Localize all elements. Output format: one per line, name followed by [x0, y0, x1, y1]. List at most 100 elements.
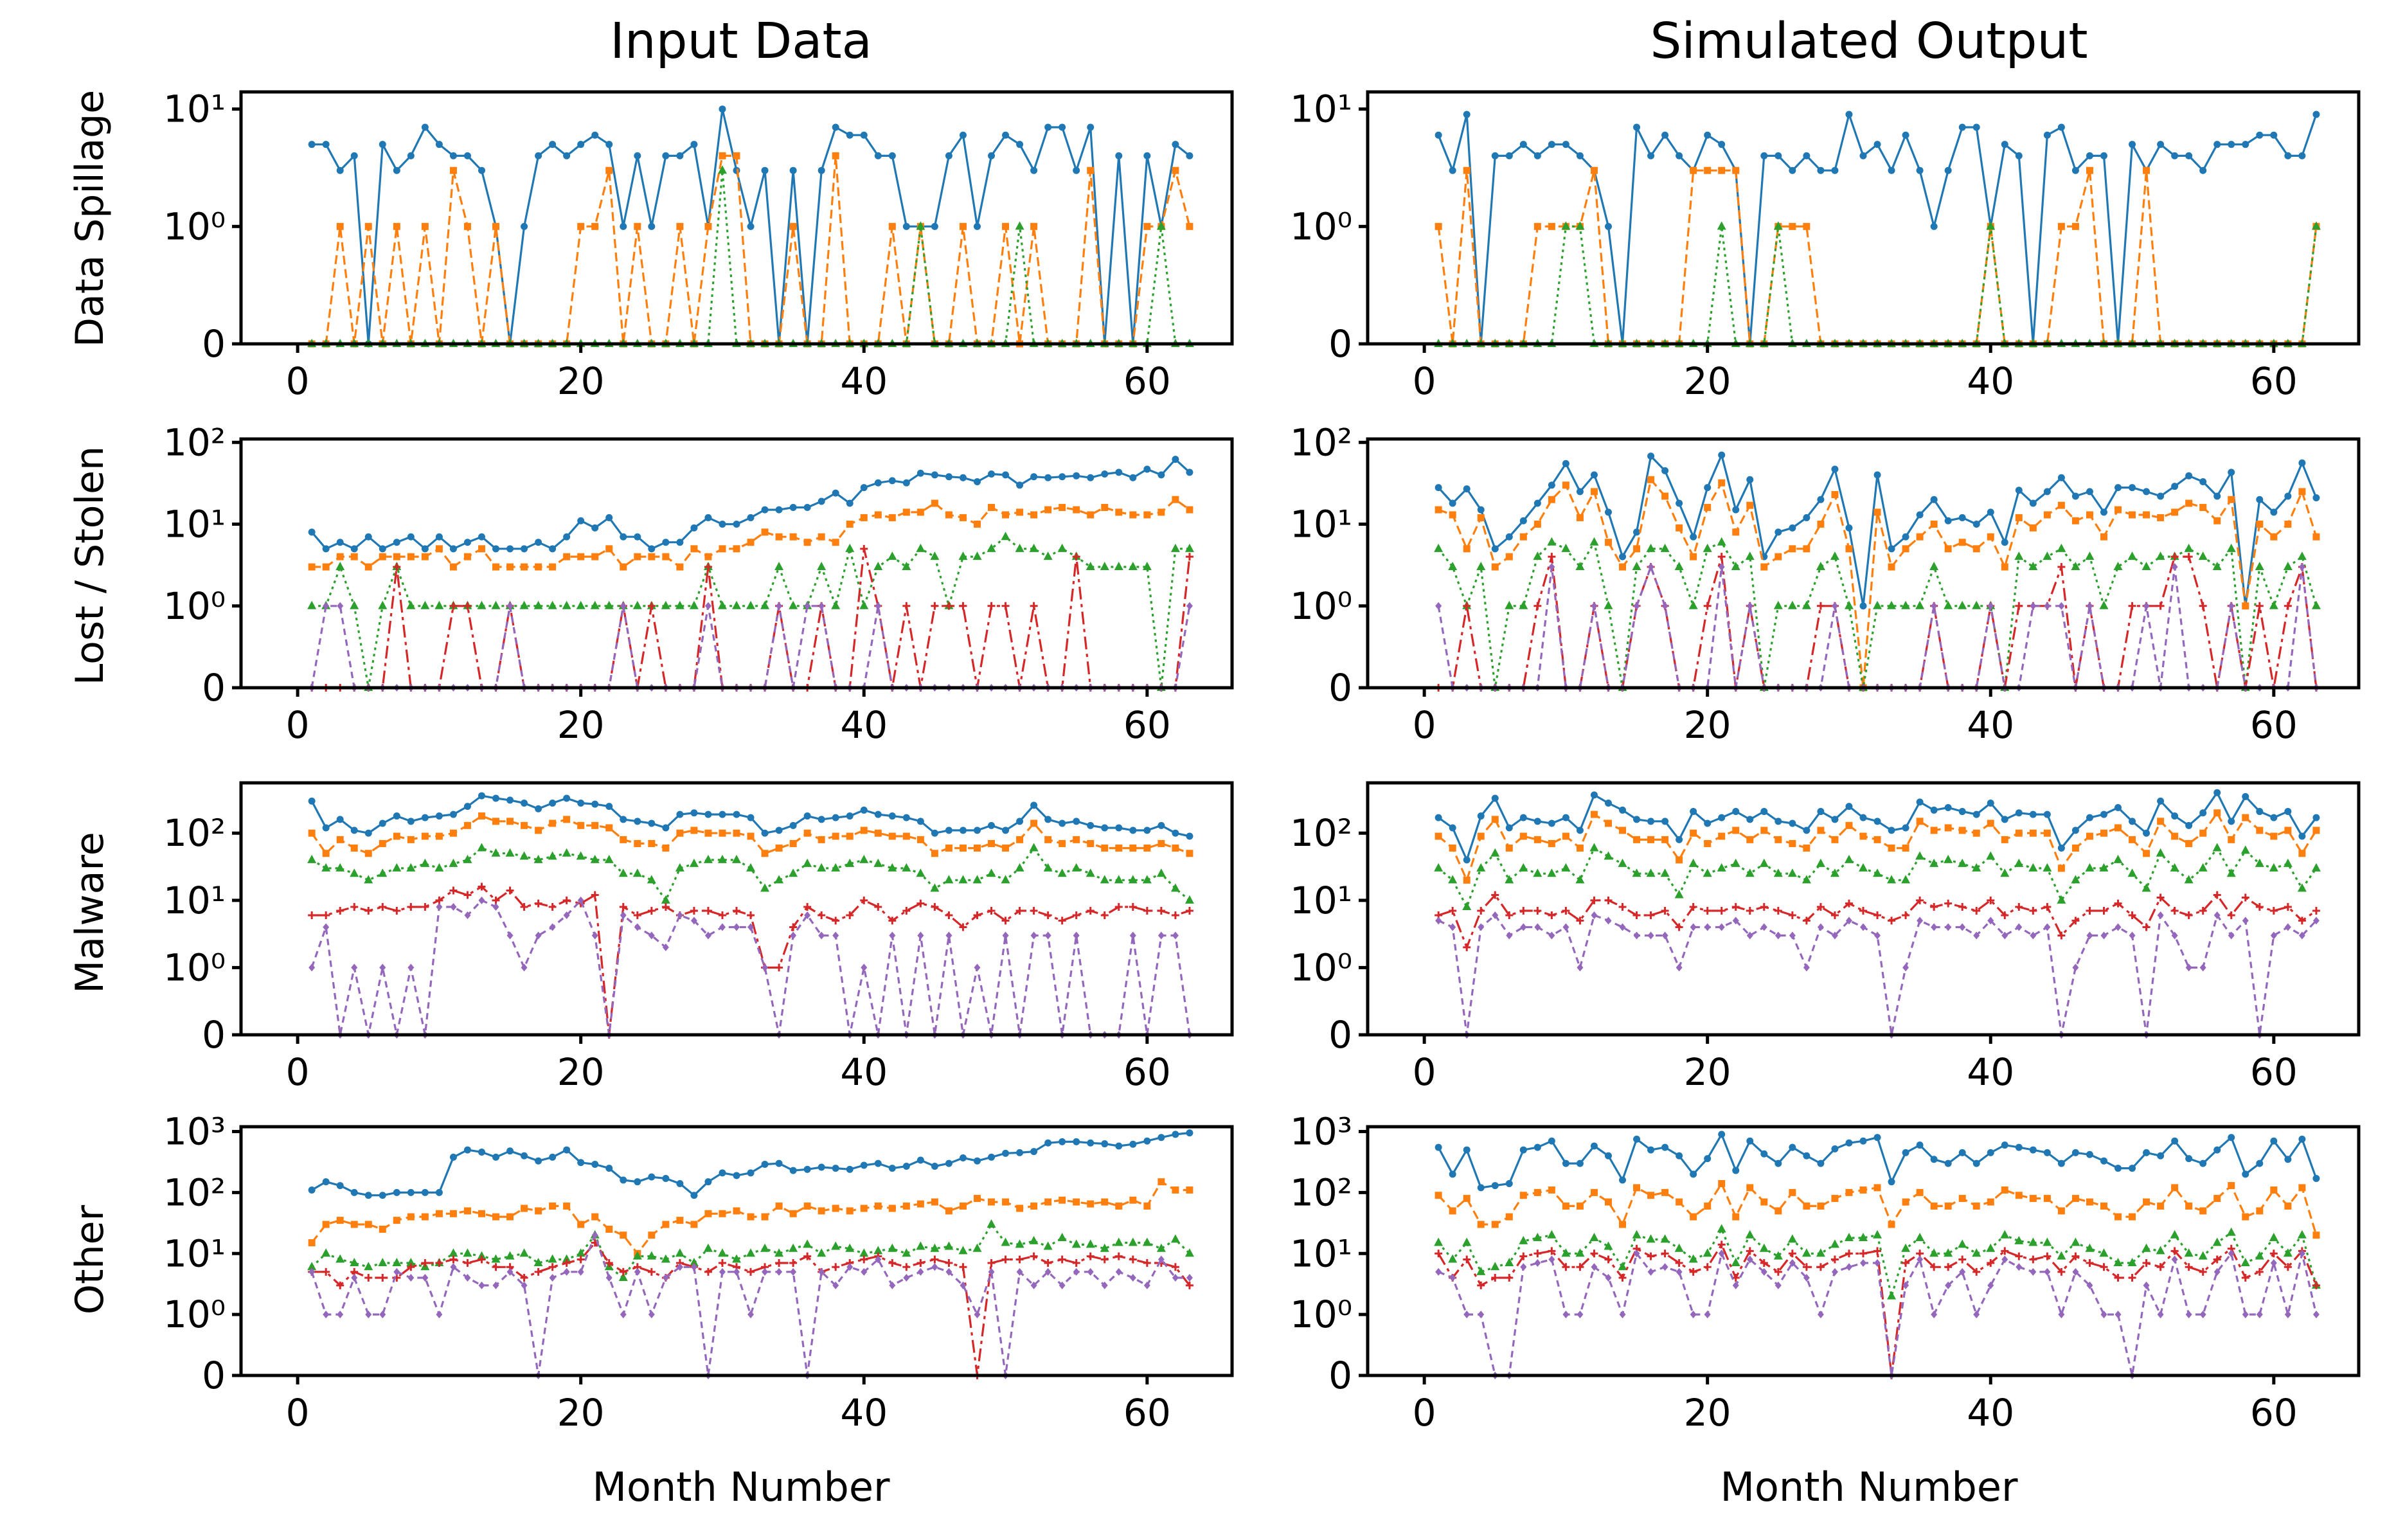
data-point — [832, 931, 839, 940]
data-point — [958, 1246, 968, 1255]
data-point — [2043, 1237, 2052, 1246]
data-point — [2284, 521, 2292, 528]
data-point — [2143, 602, 2150, 610]
data-point — [506, 796, 514, 804]
data-point — [1801, 1248, 1811, 1257]
data-point — [2071, 1252, 2080, 1260]
data-point — [407, 1263, 415, 1271]
data-point — [1958, 1195, 1966, 1203]
data-point — [393, 553, 400, 560]
data-point — [2284, 492, 2292, 500]
data-point — [1959, 923, 1966, 931]
data-point — [1533, 818, 1541, 825]
data-point — [1001, 532, 1010, 541]
data-point — [1072, 1258, 1080, 1267]
data-point — [2057, 844, 2065, 852]
data-point — [789, 166, 797, 174]
data-point — [1803, 1202, 1810, 1210]
data-point — [2170, 553, 2179, 561]
data-point — [1633, 816, 1641, 823]
data-point — [478, 896, 485, 904]
data-point — [1675, 1258, 1683, 1267]
data-point — [1845, 111, 1853, 118]
data-point — [1142, 562, 1152, 571]
x-tick-label: 60 — [2250, 359, 2298, 403]
y-tick-label: 10² — [163, 420, 226, 464]
data-point — [1590, 1142, 1598, 1150]
x-tick-label: 20 — [1684, 359, 1731, 403]
data-point — [689, 600, 699, 609]
axes-frame — [239, 781, 1234, 1037]
data-point — [2014, 1235, 2024, 1244]
data-point — [335, 562, 345, 571]
data-point — [1073, 836, 1080, 843]
data-point — [747, 923, 755, 931]
data-point — [733, 810, 740, 818]
data-point — [421, 1213, 429, 1221]
series-2 — [1434, 1224, 2321, 1300]
data-point — [521, 1204, 528, 1212]
data-point — [322, 1178, 330, 1186]
data-point — [704, 514, 712, 521]
y-tick-label: 10¹ — [163, 87, 226, 131]
data-point — [2030, 1267, 2037, 1276]
data-point — [563, 816, 571, 823]
data-point — [1158, 471, 1165, 479]
data-point — [1548, 839, 1555, 847]
data-point — [562, 600, 571, 609]
data-point — [1803, 1152, 1810, 1159]
data-point — [521, 799, 528, 807]
data-point — [2213, 1195, 2221, 1203]
data-point — [2312, 111, 2320, 118]
x-tick-label: 0 — [1413, 1391, 1436, 1435]
series-0 — [1435, 1131, 2320, 1192]
data-point — [1902, 1281, 1909, 1289]
data-point — [463, 891, 472, 899]
data-point — [661, 902, 670, 911]
data-point — [1059, 1196, 1066, 1204]
row-label-malware: Malware — [67, 832, 112, 993]
data-point — [1143, 222, 1151, 230]
data-point — [717, 1248, 727, 1257]
data-point — [1015, 543, 1024, 552]
data-point — [1604, 851, 1613, 860]
data-point — [506, 602, 514, 610]
data-point — [323, 1311, 330, 1319]
data-point — [988, 1153, 996, 1161]
data-point — [1505, 533, 1513, 541]
data-point — [535, 563, 542, 571]
data-point — [1773, 221, 1783, 230]
data-point — [634, 923, 641, 931]
data-point — [832, 539, 839, 546]
data-point — [1101, 504, 1109, 512]
data-point — [945, 602, 953, 610]
data-point — [1618, 1262, 1627, 1271]
data-point — [945, 911, 953, 920]
data-point — [2071, 517, 2079, 524]
data-point — [1845, 1139, 1853, 1147]
data-point — [931, 471, 938, 479]
data-point — [676, 563, 684, 571]
data-point — [1817, 1202, 1825, 1210]
y-tick-label: 10⁰ — [1290, 1293, 1352, 1336]
data-point — [534, 899, 542, 908]
data-point — [2297, 1230, 2307, 1239]
y-tick-label: 10⁰ — [1290, 204, 1352, 248]
data-point — [1633, 123, 1641, 131]
data-point — [336, 1217, 344, 1224]
data-point — [435, 533, 443, 541]
x-tick-label: 0 — [286, 359, 310, 403]
data-point — [1185, 895, 1194, 904]
data-point — [563, 533, 571, 541]
data-point — [2100, 1311, 2107, 1319]
series-line — [1438, 846, 2318, 908]
data-point — [704, 829, 712, 837]
data-point — [2143, 166, 2150, 174]
data-point — [889, 1281, 896, 1289]
data-point — [1859, 907, 1867, 915]
data-point — [2086, 166, 2093, 174]
data-point — [435, 545, 443, 553]
y-tick-label: 0 — [1328, 1013, 1352, 1057]
data-point — [379, 1226, 386, 1233]
data-point — [959, 923, 967, 931]
